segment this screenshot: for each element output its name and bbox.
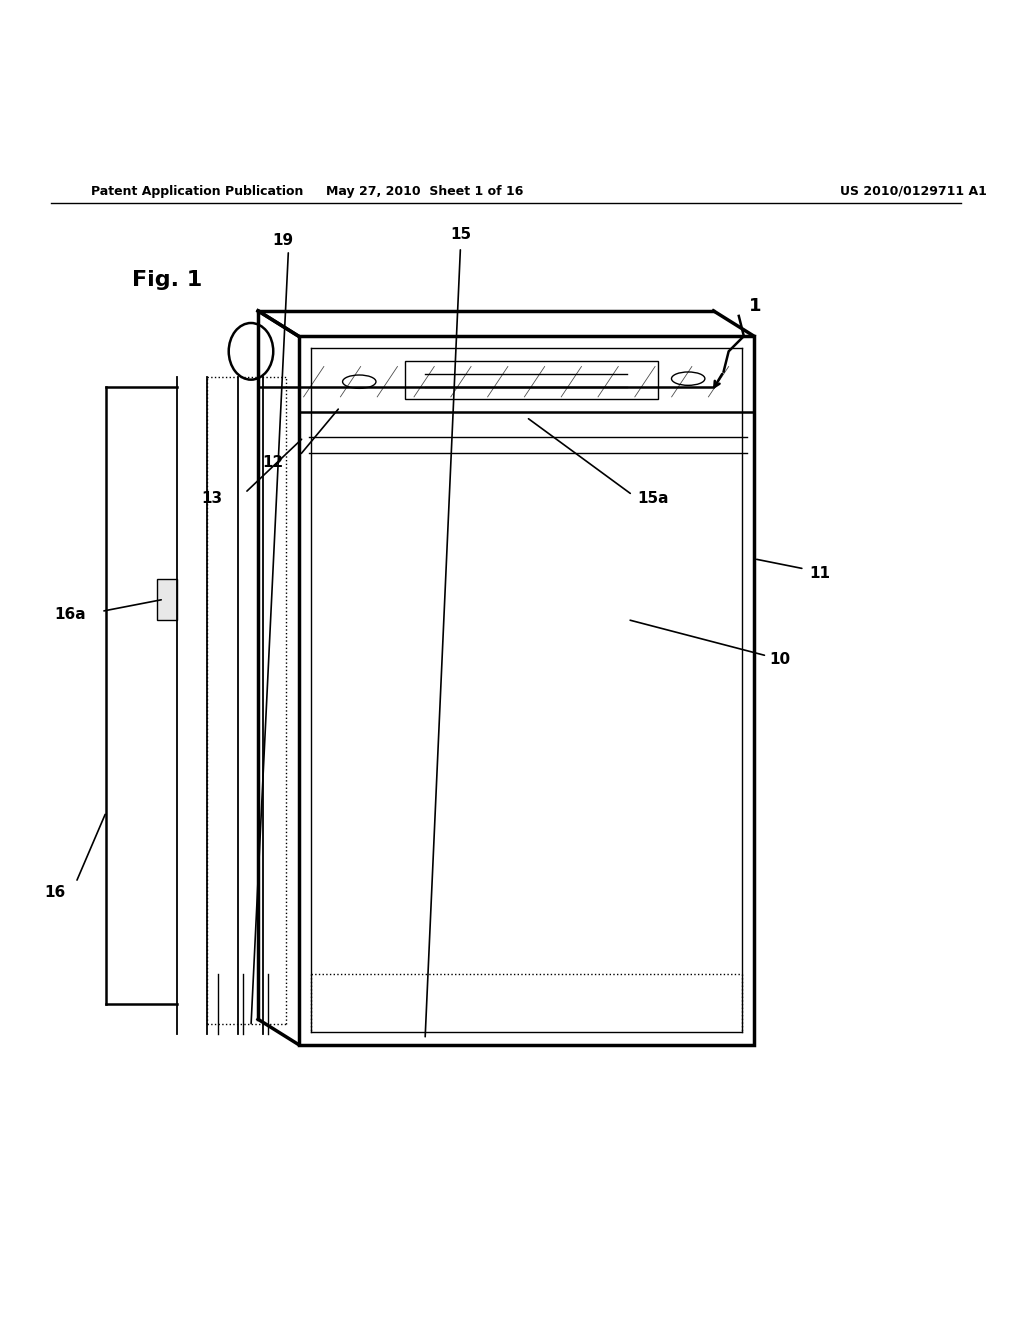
Text: 19: 19 [272,232,294,248]
Text: 13: 13 [202,491,222,506]
Text: 15: 15 [450,227,471,243]
Polygon shape [157,579,177,619]
Text: US 2010/0129711 A1: US 2010/0129711 A1 [840,185,987,198]
Text: 12: 12 [262,455,284,470]
Text: Patent Application Publication: Patent Application Publication [91,185,303,198]
Text: 16a: 16a [54,607,86,622]
Text: 16: 16 [44,886,66,900]
Text: 11: 11 [810,566,830,582]
Text: May 27, 2010  Sheet 1 of 16: May 27, 2010 Sheet 1 of 16 [327,185,523,198]
Text: 10: 10 [769,652,791,668]
Text: Fig. 1: Fig. 1 [131,271,202,290]
Text: 1: 1 [749,297,762,314]
Text: 15a: 15a [638,491,669,506]
